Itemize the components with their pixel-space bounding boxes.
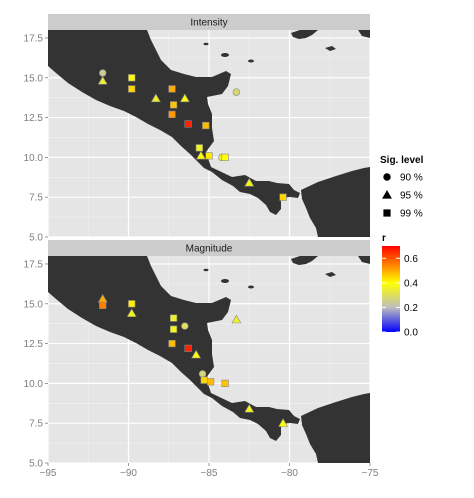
- panel-intensity-strip: [48, 14, 370, 30]
- y-tick-label: 5.0: [29, 233, 43, 244]
- data-point-intensity: [202, 121, 210, 130]
- x-tick-label: −80: [281, 468, 298, 479]
- legend-sig-level-label: 99 %: [400, 209, 423, 220]
- data-point-intensity: [279, 193, 287, 201]
- data-point-magnitude: [126, 308, 137, 317]
- legend-sig-level-items: 90 % 95 % 99 %: [382, 173, 423, 220]
- data-point-magnitude: [169, 325, 178, 333]
- panel-intensity: Intensity 5.0 7.5 10.0 12.5 15.0 17.5: [24, 14, 371, 244]
- y-tick-label: 17.5: [24, 259, 44, 270]
- data-point-magnitude: [200, 376, 208, 384]
- data-point-magnitude: [128, 300, 136, 308]
- legend-r-colorbar: [382, 246, 400, 332]
- panel-magnitude-strip: [48, 240, 370, 256]
- data-point-intensity: [128, 74, 136, 82]
- data-point-intensity: [196, 150, 206, 160]
- colorbar-tick-label: 0.0: [404, 328, 418, 339]
- colorbar-tick-label: 0.6: [404, 254, 418, 265]
- y-tick-label: 12.5: [24, 113, 44, 124]
- data-point-magnitude: [191, 349, 202, 359]
- colorbar-tick-label: 0.4: [404, 278, 418, 289]
- y-tick-label: 15.0: [24, 299, 44, 310]
- legend: Sig. level 90 % 95 % 99 % r 0.0 0.2 0.4 0.6: [380, 155, 424, 339]
- panel-magnitude-points: [97, 293, 288, 427]
- legend-r-title: r: [382, 233, 386, 244]
- y-tick-label: 5.0: [29, 459, 43, 470]
- data-point-intensity: [205, 152, 213, 160]
- data-point-magnitude: [278, 418, 288, 427]
- data-point-magnitude: [181, 322, 189, 330]
- data-point-intensity: [179, 93, 190, 103]
- legend-sig-level-label: 95 %: [400, 191, 423, 202]
- y-tick-label: 7.5: [29, 193, 43, 204]
- legend-sig-level-label: 90 %: [400, 173, 423, 184]
- panel-intensity-points: [97, 69, 287, 201]
- data-point-intensity: [232, 88, 241, 96]
- data-point-magnitude: [221, 379, 229, 387]
- data-point-intensity: [99, 69, 107, 77]
- panel-magnitude: Magnitude 5.0 7.5 10.0 12.5 15.0 17.5: [24, 240, 371, 470]
- y-tick-label: 10.0: [24, 153, 44, 164]
- x-tick-label: −85: [201, 468, 218, 479]
- data-point-magnitude: [244, 403, 255, 413]
- data-point-intensity: [169, 101, 178, 109]
- data-point-magnitude: [169, 314, 178, 322]
- colorbar-tick-label: 0.2: [404, 303, 418, 314]
- data-point-magnitude: [207, 378, 215, 386]
- legend-square-marker: [383, 209, 391, 217]
- data-point-magnitude: [168, 339, 176, 348]
- y-tick-label: 12.5: [24, 339, 44, 350]
- panel-intensity-y-axis: 5.0 7.5 10.0 12.5 15.0 17.5: [24, 33, 48, 244]
- x-tick-label: −75: [362, 468, 379, 479]
- data-point-magnitude: [231, 314, 242, 324]
- y-tick-label: 7.5: [29, 419, 43, 430]
- data-point-intensity: [221, 153, 229, 161]
- data-point-magnitude: [198, 370, 207, 378]
- legend-triangle-marker: [382, 189, 392, 199]
- data-point-intensity: [128, 85, 136, 93]
- x-tick-label: −90: [120, 468, 137, 479]
- panel-magnitude-y-axis: 5.0 7.5 10.0 12.5 15.0 17.5: [24, 259, 48, 470]
- x-tick-label: −95: [40, 468, 57, 479]
- legend-sig-level-title: Sig. level: [380, 155, 424, 166]
- data-point-magnitude: [99, 301, 107, 309]
- legend-circle-marker: [383, 173, 391, 181]
- y-tick-label: 10.0: [24, 379, 44, 390]
- data-point-intensity: [168, 110, 176, 118]
- y-tick-label: 17.5: [24, 33, 44, 44]
- y-tick-label: 15.0: [24, 73, 44, 84]
- data-point-intensity: [150, 93, 161, 103]
- data-point-intensity: [168, 85, 176, 93]
- panel-magnitude-title: Magnitude: [186, 244, 233, 255]
- x-axis: −95 −90 −85 −80 −75: [40, 463, 379, 479]
- data-point-intensity: [184, 120, 192, 128]
- data-point-intensity: [244, 177, 255, 187]
- panel-intensity-title: Intensity: [190, 18, 227, 29]
- legend-r-ticks: 0.0 0.2 0.4 0.6: [382, 254, 418, 339]
- data-point-intensity: [97, 75, 108, 85]
- data-point-intensity: [195, 144, 203, 152]
- data-point-magnitude: [184, 344, 192, 352]
